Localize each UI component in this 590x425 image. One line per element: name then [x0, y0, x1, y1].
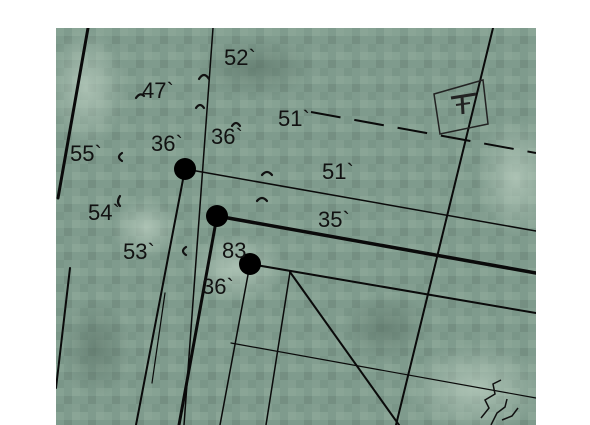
map-canvas: 52` 47` 51` 55` 36` 36` 51` 54` 35` 53` … [56, 28, 536, 425]
parcel-line [56, 28, 90, 200]
control-point-marker[interactable] [206, 205, 228, 227]
map-view[interactable]: 52` 47` 51` 55` 36` 36` 51` 54` 35` 53` … [56, 28, 536, 425]
parcel-label-55: 55` [70, 141, 102, 166]
control-point-marker[interactable] [174, 158, 196, 180]
parcel-label-36-mid: 36` [211, 124, 243, 149]
monument-t-icon [433, 79, 489, 135]
parcel-line [56, 267, 71, 389]
parcel-label-36-bottom: 36` [202, 274, 234, 299]
tree-symbol-icon [260, 170, 274, 177]
parcel-label-51-upper: 51` [278, 106, 310, 131]
dashed-boundary [310, 111, 536, 154]
tree-symbols [116, 73, 274, 257]
parcel-label-51-lower: 51` [322, 159, 354, 184]
parcel-line [395, 28, 494, 425]
tree-symbol-icon [197, 73, 211, 81]
parcel-label-83: 83 [222, 238, 246, 263]
parcel-label-52: 52` [224, 45, 256, 70]
parcel-line [151, 292, 166, 384]
parcel-line [135, 168, 186, 425]
control-point-marker[interactable] [239, 253, 261, 275]
parcel-label-36-left: 36` [151, 131, 183, 156]
vegetation-symbol [480, 379, 519, 425]
parcel-line [215, 214, 536, 275]
tree-symbol-icon [194, 103, 206, 110]
tree-symbol-icon [230, 121, 242, 128]
parcel-labels: 52` 47` 51` 55` 36` 36` 51` 54` 35` 53` … [70, 45, 354, 299]
parcel-label-35: 35` [318, 207, 350, 232]
parcel-line [184, 168, 536, 232]
parcel-line [177, 214, 219, 425]
tree-symbol-icon [116, 194, 122, 208]
parcel-line [183, 28, 214, 425]
parcel-line [230, 342, 536, 399]
parcel-label-53: 53` [123, 239, 155, 264]
parcel-lines [56, 28, 536, 425]
tree-symbol-icon [117, 151, 124, 163]
parcel-line [265, 271, 291, 425]
tree-symbol-icon [181, 245, 188, 257]
parcel-label-47: 47` [142, 78, 174, 103]
parcel-line [219, 263, 251, 425]
tree-symbol-icon [255, 196, 269, 203]
parcel-label-54: 54` [88, 200, 120, 225]
control-points [174, 158, 261, 275]
tree-symbol-icon [134, 93, 146, 100]
aerial-imagery [56, 28, 536, 425]
parcel-line [289, 271, 400, 425]
parcel-line [249, 263, 536, 314]
